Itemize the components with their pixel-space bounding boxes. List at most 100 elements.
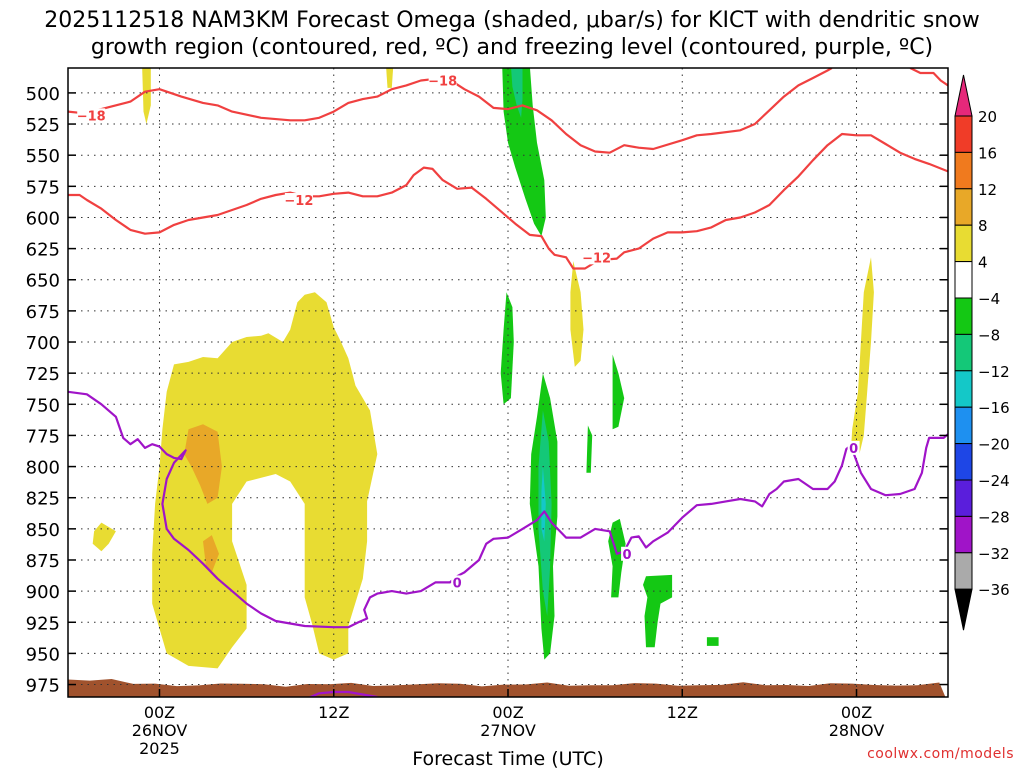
omega-green-g1: [500, 292, 514, 405]
credit-text: coolwx.com/models: [867, 746, 1014, 762]
colorbar-label: −32: [978, 545, 1010, 563]
omega-orange-upper: [184, 424, 222, 504]
colorbar-bin: [954, 151, 973, 190]
x-tick-label: 2025: [139, 739, 180, 758]
colorbar-label: −24: [978, 472, 1010, 490]
y-tick-label: 650: [26, 271, 60, 292]
colorbar-bin: [954, 552, 973, 590]
colorbar-label: −8: [978, 326, 1000, 344]
y-tick-label: 925: [26, 613, 60, 634]
y-tick-label: 800: [26, 458, 60, 479]
x-tick-label: 27NOV: [480, 721, 536, 740]
x-tick-label: 00Z: [841, 703, 872, 722]
contour-label-bg: [621, 546, 634, 561]
contour-label-bg: [451, 575, 464, 590]
omega-green-top: [502, 68, 546, 237]
x-tick-label: 12Z: [667, 703, 698, 722]
contour-dgz-minus18: [68, 68, 833, 154]
colorbar-label: −12: [978, 363, 1010, 381]
x-tick-label: 26NOV: [132, 721, 188, 740]
omega-green-g3: [612, 354, 625, 430]
omega-green-g4: [586, 425, 593, 473]
y-tick-label: 850: [26, 520, 60, 541]
contour-label: −12: [582, 251, 611, 266]
y-tick-label: 825: [26, 489, 60, 510]
colorbar-bin: [954, 333, 973, 372]
omega-green-g7: [706, 637, 719, 646]
y-tick-label: 600: [26, 208, 60, 229]
omega-yellow-mid1: [570, 261, 584, 367]
contour-freezing-level-low: [307, 690, 378, 697]
colorbar-bin: [954, 479, 973, 517]
contour-label: −18: [77, 109, 106, 124]
colorbar-label: 20: [978, 108, 997, 126]
y-tick-label: 975: [26, 676, 60, 697]
colorbar-bin: [954, 443, 973, 481]
contour-label: 0: [623, 548, 632, 563]
omega-yellow-main: [152, 292, 378, 669]
colorbar-bin: [954, 188, 973, 226]
colorbar-bin: [954, 406, 973, 445]
contour-dgz-minus18-right: [909, 68, 948, 87]
x-tick-label: 00Z: [492, 703, 523, 722]
x-tick-label: 12Z: [318, 703, 349, 722]
y-tick-label: 950: [26, 644, 60, 665]
colorbar-label: −36: [978, 581, 1010, 599]
colorbar-label: 16: [978, 144, 997, 162]
omega-orange-lower: [203, 535, 219, 573]
contour-label-bg: [77, 108, 106, 123]
colorbar-top-extend: [954, 74, 973, 117]
omega-yellow-top2: [386, 68, 394, 88]
colorbar-bin: [954, 115, 973, 153]
contour-dgz-minus12: [68, 132, 948, 270]
contour-label-bg: [284, 193, 313, 208]
y-tick-label: 875: [26, 551, 60, 572]
colorbar-label: 12: [978, 181, 997, 199]
contour-layer: [68, 68, 948, 697]
x-tick-label: 00Z: [144, 703, 175, 722]
y-tick-label: 500: [26, 84, 60, 105]
contour-label: −18: [428, 74, 457, 89]
colorbar-bin: [954, 515, 973, 554]
contour-label: 0: [453, 576, 462, 591]
y-tick-label: 575: [26, 177, 60, 198]
x-tick-label: 28NOV: [829, 721, 885, 740]
contour-label-bg: [428, 73, 457, 88]
axes-layer: 500 525 550 575 600 625 650 675 700 725 750 775 800 8…: [26, 84, 948, 768]
chart-title-line-1: 2025112518 NAM3KM Forecast Omega (shaded…: [44, 8, 980, 33]
y-tick-label: 750: [26, 395, 60, 416]
colorbar-bottom-extend: [954, 588, 973, 631]
omega-cyan-g2: [541, 466, 546, 542]
y-tick-label: 625: [26, 240, 60, 261]
colorbar-bin: [954, 370, 973, 408]
contour-label-bg: [582, 250, 611, 265]
y-tick-label: 525: [26, 115, 60, 136]
y-tick-label: 725: [26, 364, 60, 385]
contour-label-layer: −18 −18 −12 −12 0 0 0: [77, 73, 860, 591]
colorbar-label: 8: [978, 217, 988, 235]
y-tick-label: 775: [26, 426, 60, 447]
grid-layer: [68, 68, 948, 697]
chart-title-line-2: growth region (contoured, red, ºC) and f…: [90, 35, 934, 60]
y-tick-label: 900: [26, 582, 60, 603]
omega-yellow-west: [92, 522, 116, 552]
y-tick-label: 550: [26, 146, 60, 167]
omega-yellow-e1: [850, 257, 874, 455]
colorbar-label: 4: [978, 254, 988, 272]
colorbar-label: −28: [978, 508, 1010, 526]
terrain-band: [68, 679, 946, 697]
omega-green-g6: [643, 574, 673, 648]
contour-label: −12: [284, 194, 313, 209]
x-axis-title: Forecast Time (UTC): [412, 748, 603, 768]
colorbar-label: −16: [978, 399, 1010, 417]
colorbar: 20 16 12 8 4 −4 −8 −12 −16 −20 −24 −28 −32 −36: [954, 74, 1010, 631]
colorbar-label: −20: [978, 436, 1010, 454]
colorbar-bin: [954, 261, 973, 299]
contour-freezing-level: [68, 390, 948, 629]
omega-shading-layer: [92, 68, 874, 669]
colorbar-bin: [954, 297, 973, 335]
terrain-layer: [68, 679, 946, 697]
contour-label-bg: [847, 440, 860, 455]
y-tick-label: 700: [26, 333, 60, 354]
